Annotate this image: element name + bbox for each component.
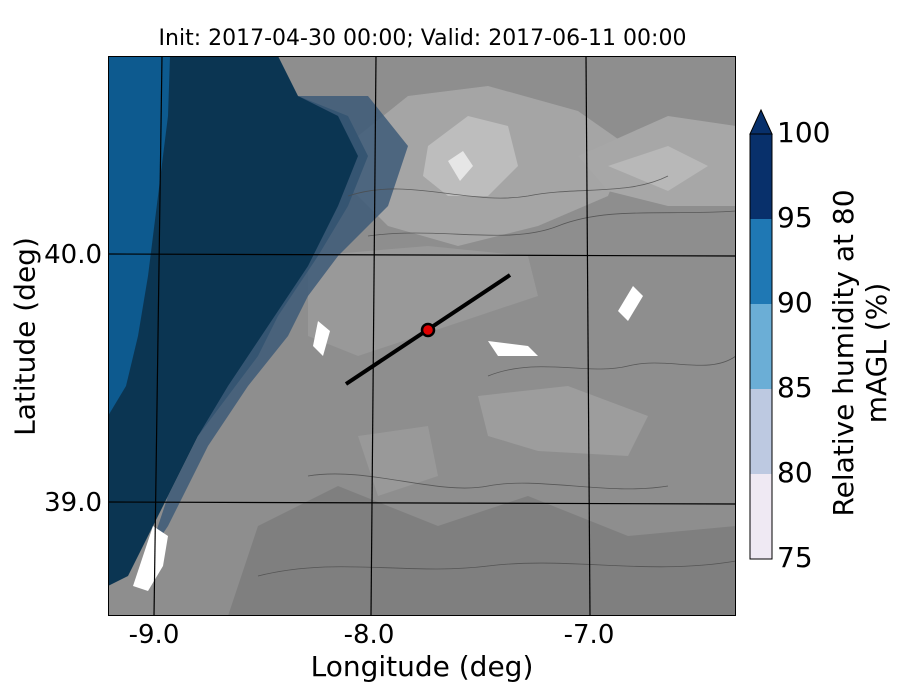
dry-patch-southwest bbox=[133, 526, 168, 591]
colorbar-tick-90: 90 bbox=[777, 286, 813, 319]
plot-title: Init: 2017-04-30 00:00; Valid: 2017-06-1… bbox=[158, 26, 687, 51]
x-axis-label: Longitude (deg) bbox=[310, 650, 534, 683]
colorbar-tick-100: 100 bbox=[777, 116, 831, 149]
xtick-label-minus7: -7.0 bbox=[563, 620, 615, 650]
ytick-label-39: 39.0 bbox=[44, 488, 102, 518]
humid-transition bbox=[148, 96, 408, 556]
plateau-southwest bbox=[358, 426, 438, 496]
colorbar-tick-80: 80 bbox=[777, 456, 813, 489]
colorbar-segment-80-85 bbox=[750, 389, 772, 474]
plateau-south bbox=[478, 386, 648, 456]
highland-east-core bbox=[608, 146, 708, 191]
colorbar-segment-75-80 bbox=[750, 474, 772, 559]
gridline-lon-minus8 bbox=[370, 56, 377, 616]
y-axis-label: Latitude (deg) bbox=[8, 237, 42, 436]
graticule bbox=[108, 56, 736, 616]
ytick-label-40: 40.0 bbox=[44, 240, 102, 270]
gridline-lat-40 bbox=[108, 253, 736, 257]
dry-patch-river bbox=[488, 341, 538, 356]
gridline-lat-39 bbox=[108, 501, 736, 505]
colorbar bbox=[749, 108, 773, 560]
lowland-shade bbox=[228, 486, 736, 616]
colorbar-frame bbox=[749, 133, 773, 560]
map-panel bbox=[108, 56, 736, 616]
colorbar-segment-90-95 bbox=[750, 219, 772, 304]
contour-lines bbox=[257, 175, 736, 577]
highland-summit bbox=[448, 151, 473, 181]
ridge-central bbox=[308, 246, 538, 356]
map-frame bbox=[108, 56, 736, 616]
gridline-lon-minus7 bbox=[585, 56, 591, 616]
colorbar-segment-85-90 bbox=[750, 304, 772, 389]
xtick-label-minus8: -8.0 bbox=[343, 620, 395, 650]
xtick-label-minus9: -9.0 bbox=[128, 620, 180, 650]
colorbar-label: Relative humidity at 80 mAGL (%) bbox=[827, 189, 893, 517]
dry-patch-east bbox=[618, 286, 643, 321]
humid-coast-zone bbox=[108, 56, 368, 586]
colorbar-tick-95: 95 bbox=[777, 201, 813, 234]
colorbar-segment-95-100 bbox=[750, 134, 772, 219]
highland-peak bbox=[423, 116, 518, 196]
colorbar-tick-85: 85 bbox=[777, 371, 813, 404]
colorbar-extend-arrow bbox=[749, 108, 773, 135]
colorbar-tick-75: 75 bbox=[777, 541, 813, 574]
ocean bbox=[108, 56, 170, 416]
dry-patch-west bbox=[313, 321, 330, 356]
gridline-lon-minus9 bbox=[153, 56, 163, 616]
site-marker bbox=[420, 322, 436, 338]
